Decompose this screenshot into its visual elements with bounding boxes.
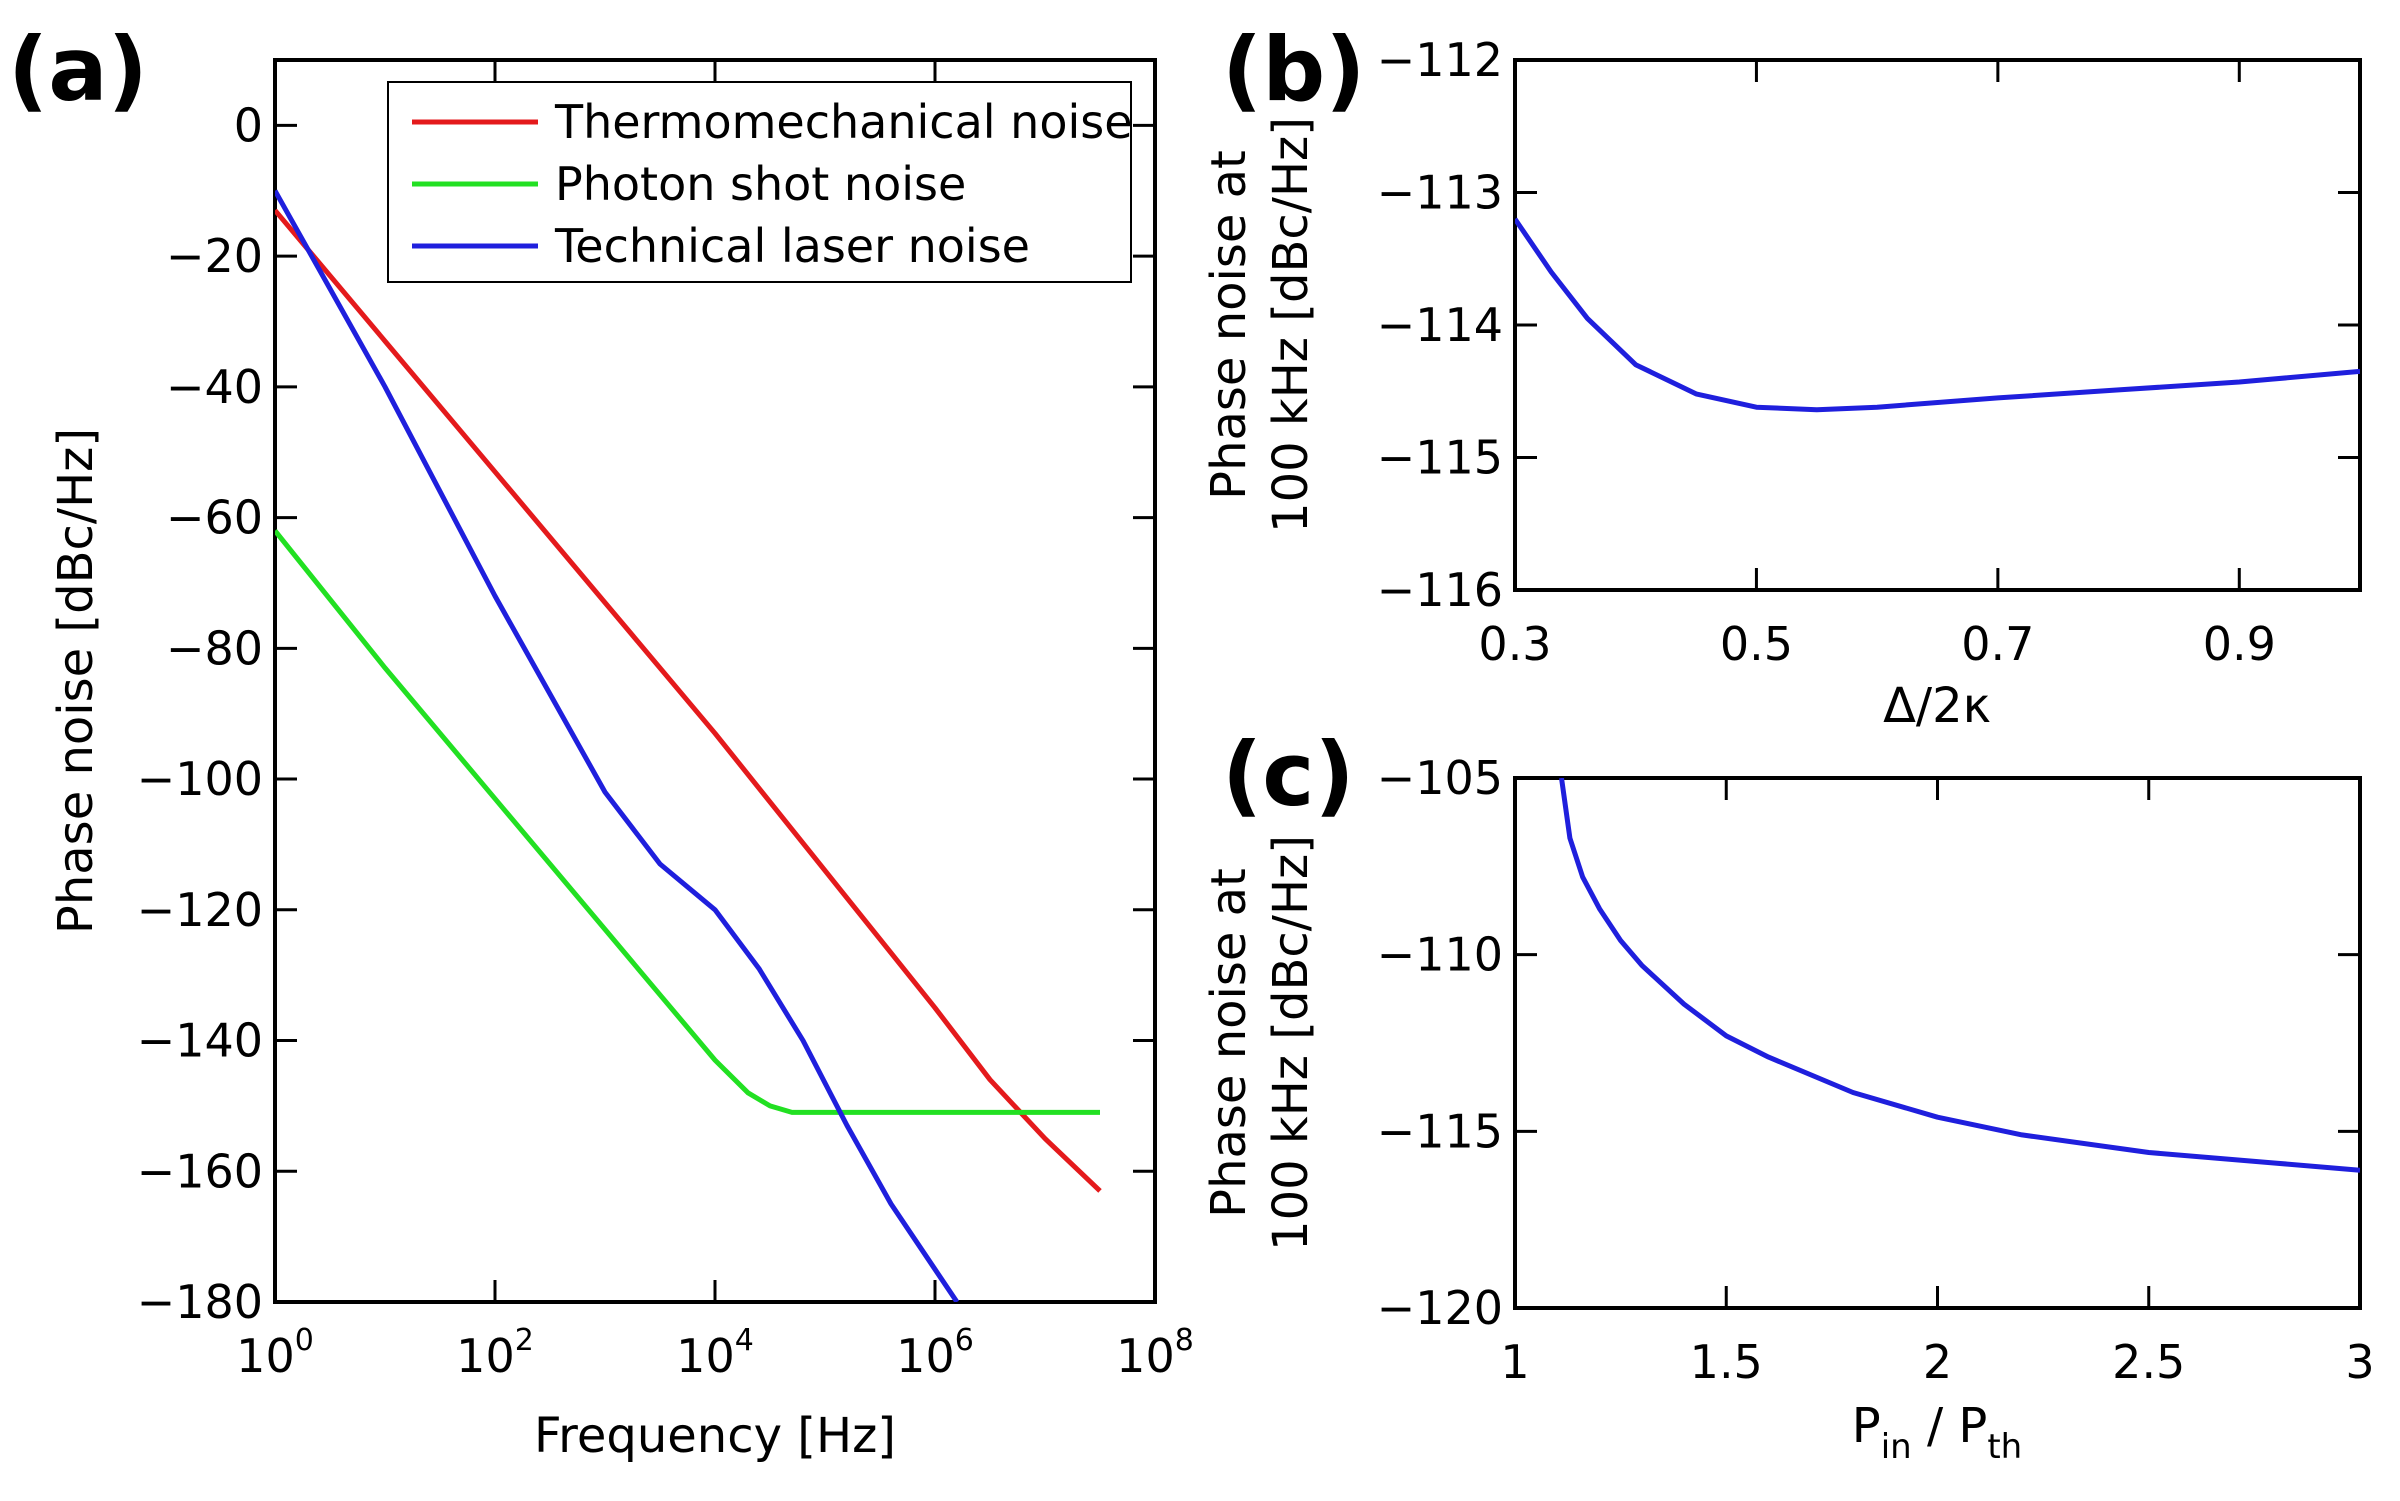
legend-label-photon-shot: Photon shot noise — [555, 157, 966, 211]
x-tick-label: 100 — [236, 1323, 314, 1383]
x-tick-label: 0.7 — [1961, 617, 2034, 671]
legend-label-thermomechanical: Thermomechanical noise — [554, 95, 1133, 149]
panel-c-series — [1559, 778, 2360, 1173]
xlabel-sep: / P — [1912, 1398, 1988, 1454]
x-tick-label: 106 — [896, 1323, 974, 1383]
panel-a-ylabel: Phase noise [dBc/Hz] — [48, 428, 104, 934]
panel-b-ylabel-line2: 100 kHz [dBc/Hz] — [1263, 117, 1319, 533]
series-thermomechanical-noise — [275, 208, 1102, 1193]
y-tick-label: −40 — [166, 360, 263, 414]
panel-c-ylabel: Phase noise at 100 kHz [dBc/Hz] — [1201, 835, 1319, 1251]
y-tick-label: −114 — [1377, 298, 1503, 352]
panel-a-series — [275, 189, 1102, 1302]
y-tick-label: −180 — [137, 1275, 263, 1329]
y-tick-label: −112 — [1377, 33, 1503, 87]
x-tick-label: 2 — [1923, 1335, 1952, 1389]
x-tick-label: 3 — [2345, 1335, 2374, 1389]
y-tick-label: −140 — [137, 1014, 263, 1068]
y-tick-label: −60 — [166, 491, 263, 545]
series-phase-noise-vs-detuning — [1515, 217, 2360, 413]
y-tick-label: −80 — [166, 621, 263, 675]
x-tick-label: 0.3 — [1478, 617, 1551, 671]
x-tick-label: 104 — [676, 1323, 754, 1383]
y-tick-label: −115 — [1377, 1104, 1503, 1158]
y-tick-label: −113 — [1377, 166, 1503, 220]
panel-a-legend: Thermomechanical noise Photon shot noise… — [387, 81, 1133, 283]
xlabel-p-in: P — [1852, 1398, 1881, 1454]
panel-b-xlabel: Δ/2κ — [1883, 678, 1991, 734]
y-tick-label: −120 — [137, 883, 263, 937]
panel-label-a: (a) — [8, 18, 148, 121]
y-tick-label: 0 — [234, 98, 263, 152]
series-technical-laser-noise — [275, 189, 960, 1302]
panel-b-chart: (b) 0.3 0.5 0.7 0.9 −112 −113 −114 −115 −116 Δ/2… — [1201, 18, 2362, 734]
panel-c-ylabel-line2: 100 kHz [dBc/Hz] — [1263, 835, 1319, 1251]
x-tick-label: 1.5 — [1690, 1335, 1763, 1389]
x-tick-label: 102 — [456, 1323, 534, 1383]
y-tick-label: −105 — [1377, 751, 1503, 805]
x-tick-label: 0.5 — [1720, 617, 1793, 671]
x-tick-label: 2.5 — [2112, 1335, 2185, 1389]
panel-c-chart: (c) 1 1.5 2 2.5 3−105−110−115−120 Pin / Pth … — [1201, 723, 2375, 1467]
y-tick-label: −120 — [1377, 1281, 1503, 1335]
y-tick-label: −20 — [166, 229, 263, 283]
panel-c-ylabel-line1: Phase noise at — [1201, 868, 1257, 1218]
xlabel-sub-in: in — [1881, 1427, 1912, 1467]
x-tick-label: 1 — [1500, 1335, 1529, 1389]
panel-b-ylabel: Phase noise at 100 kHz [dBc/Hz] — [1201, 117, 1319, 533]
y-tick-label: −100 — [137, 752, 263, 806]
panel-c-xlabel: Pin / Pth — [1852, 1398, 2022, 1467]
panel-label-b: (b) — [1222, 18, 1365, 121]
series-photon-shot-noise — [275, 529, 1100, 1115]
panel-c-plot-area — [1513, 776, 2362, 1310]
series-phase-noise-vs-pump-power — [1559, 778, 2360, 1173]
xlabel-sub-th: th — [1987, 1427, 2022, 1467]
panel-b-series — [1515, 217, 2360, 413]
panel-b-ylabel-line1: Phase noise at — [1201, 150, 1257, 500]
y-tick-label: −110 — [1377, 928, 1503, 982]
panel-c-ticks: 1 1.5 2 2.5 3 −105 −110 −115 −120 — [1377, 751, 2375, 1389]
x-tick-label: 108 — [1116, 1323, 1194, 1383]
legend-label-technical-laser: Technical laser noise — [554, 219, 1030, 273]
panel-label-c: (c) — [1222, 723, 1355, 826]
panel-a-xlabel: Frequency [Hz] — [534, 1408, 896, 1464]
panel-b-ticks: 0.3 0.5 0.7 0.9 −112 −113 −114 −115 −116 — [1377, 33, 2360, 671]
y-tick-label: −160 — [137, 1144, 263, 1198]
y-tick-label: −115 — [1377, 431, 1503, 485]
x-tick-label: 0.9 — [2203, 617, 2276, 671]
y-tick-label: −116 — [1377, 563, 1503, 617]
panel-b-plot-area — [1513, 58, 2362, 592]
panel-a-chart: (a) 100 102 104 106 108 0 −20 −40 −60 −80 −100 −120… — [8, 18, 1194, 1464]
panel-a-ticks: 100 102 104 106 108 0 −20 −40 −60 −80 −100 −120 −140… — [137, 60, 1194, 1383]
